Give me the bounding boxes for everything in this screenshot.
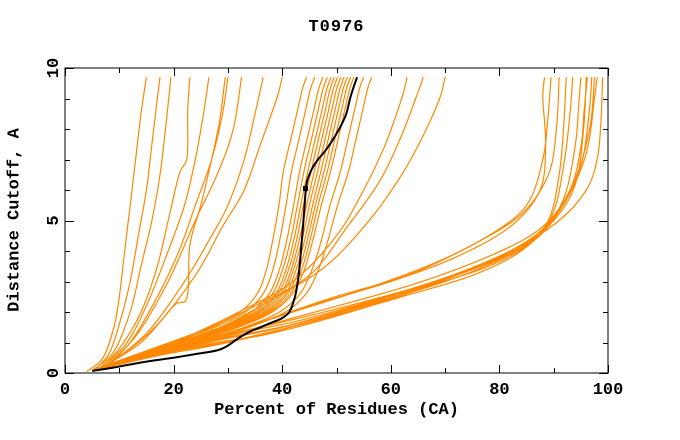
x-tick-label: 100 [593,381,624,400]
orange-curve-09 [102,77,264,369]
orange-curve-06 [102,77,229,370]
x-tick-label: 0 [60,381,70,400]
x-tick-label: 20 [163,381,183,400]
y-tick-label: 5 [45,215,64,225]
y-tick-label: 10 [45,58,64,78]
orange-curve-12 [93,76,316,371]
orange-curve-30 [113,77,582,366]
orange-curve-28 [108,77,567,368]
orange-curve-05 [97,77,210,371]
axes-layer [64,67,609,374]
orange-curve-04 [97,77,191,371]
orange-curve-08 [97,77,226,371]
orange-curve-22 [95,76,355,371]
orange-curve-39 [124,77,595,363]
orange-curve-26 [108,76,424,368]
orange-curve-02 [91,77,161,372]
chart-title: T0976 [308,18,365,37]
orange-curve-07 [102,77,243,369]
orange-curve-10 [102,77,283,369]
black-curve-marker [303,185,309,191]
orange-curve-01 [86,77,147,372]
black-curve [91,76,359,372]
curves-layer [86,76,604,372]
tick-labels-layer: 0 20 40 60 80 100 0 5 10 [45,58,623,400]
x-axis-label: Percent of Residues (CA) [214,401,459,420]
orange-curve-27 [108,77,446,368]
orange-curve-34 [130,77,604,362]
orange-curve-03 [91,77,172,372]
y-tick-label: 0 [45,368,64,378]
plot-frame [64,67,609,374]
x-tick-label: 40 [272,381,292,400]
orange-curve-11 [93,76,308,371]
x-tick-label: 80 [489,381,509,400]
orange-curve-37 [108,77,547,368]
orange-curve-25 [102,77,408,369]
x-tick-label: 60 [381,381,401,400]
